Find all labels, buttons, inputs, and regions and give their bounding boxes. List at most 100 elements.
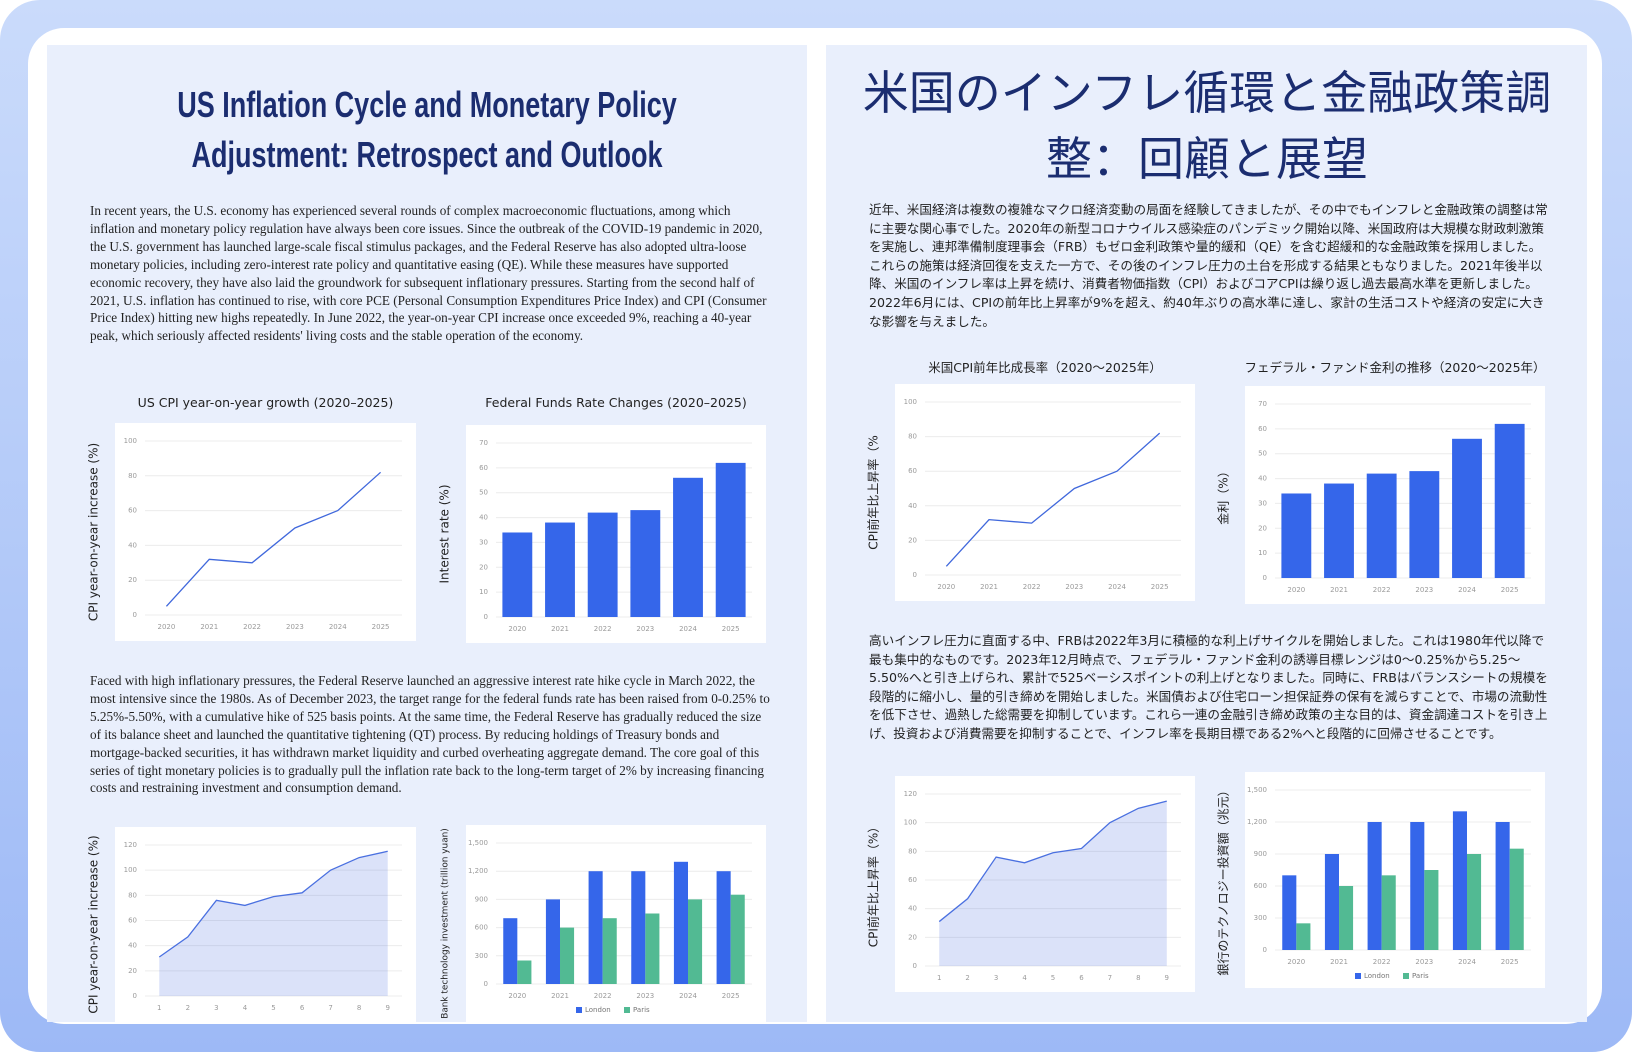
area (939, 801, 1167, 966)
x-tick-label: 5 (271, 1004, 275, 1012)
y-tick-label: 60 (908, 467, 917, 475)
y-tick-label: 20 (908, 933, 917, 941)
x-tick-label: 2023 (636, 992, 654, 1000)
chart-title: 米国CPI前年比成長率（2020～2025年） (928, 360, 1162, 375)
line (165, 471, 382, 607)
x-tick-label: 2025 (722, 625, 740, 633)
bar (545, 522, 575, 617)
y-tick-label: 0 (133, 992, 137, 1000)
x-tick-label: 2021 (200, 623, 218, 631)
y-tick-label: 1,200 (1247, 818, 1267, 826)
chart: CPI year-on-year increase (%) 0 20 40 60 80 10… (87, 827, 416, 1022)
paragraph: 近年、米国経済は複数の複雑なマクロ経済変動の局面を経験してきましたが、その中でも… (869, 202, 1548, 329)
x-tick-label: 2024 (1458, 586, 1476, 594)
y-tick-label: 40 (1258, 475, 1267, 483)
bar (730, 894, 745, 984)
y-tick-label: 100 (124, 866, 137, 874)
paragraph: 高いインフレ圧力に直面する中、FRBは2022年3月に積極的な利上げサイクルを開… (869, 633, 1548, 741)
y-tick-label: 600 (1254, 882, 1267, 890)
y-tick-label: 60 (908, 876, 917, 884)
legend-label: London (1364, 972, 1390, 980)
x-tick-label: 2020 (937, 583, 955, 591)
x-tick-label: 2022 (243, 623, 261, 631)
bar (673, 861, 688, 984)
x-tick-label: 2020 (1287, 958, 1305, 966)
chart-card (895, 776, 1195, 992)
x-tick-label: 2020 (1287, 586, 1305, 594)
x-tick-label: 3 (994, 974, 998, 982)
y-tick-label: 80 (908, 433, 917, 441)
x-tick-label: 2021 (551, 992, 569, 1000)
y-tick-label: 300 (1254, 914, 1267, 922)
x-tick-label: 6 (300, 1004, 305, 1012)
y-axis-label: 金利（%） (1216, 465, 1231, 524)
x-tick-label: 2024 (329, 623, 347, 631)
bar (560, 927, 575, 984)
y-tick-label: 900 (1254, 850, 1267, 858)
x-tick-label: 3 (214, 1004, 218, 1012)
bar (716, 871, 731, 984)
title: US Inflation Cycle and Monetary Policy A… (177, 84, 677, 175)
bar (1381, 875, 1396, 950)
bar (517, 960, 532, 984)
bar (1296, 923, 1311, 950)
y-tick-label: 60 (128, 917, 137, 925)
y-tick-label: 40 (479, 514, 488, 522)
legend-swatch (1403, 973, 1409, 979)
y-axis-label: Interest rate (%) (438, 484, 452, 583)
line (158, 850, 388, 958)
x-tick-label: 2025 (1501, 586, 1519, 594)
x-tick-label: 2025 (1151, 583, 1169, 591)
y-tick-label: 0 (1263, 946, 1267, 954)
bar (1452, 811, 1467, 950)
y-tick-label: 300 (475, 952, 488, 960)
bar (1467, 854, 1482, 950)
y-tick-label: 0 (484, 613, 488, 621)
y-tick-label: 20 (479, 563, 488, 571)
x-tick-label: 2025 (372, 623, 390, 631)
y-tick-label: 50 (1258, 450, 1267, 458)
bar (1339, 886, 1354, 950)
legend-label: London (585, 1006, 611, 1014)
y-axis-label: CPI前年比上昇率（%） (866, 821, 881, 948)
y-tick-label: 900 (475, 895, 488, 903)
chart: 銀行のテクノロジー投資額（兆元） 0 300 600 900 1,200 1,500 2020… (1216, 772, 1545, 988)
line (945, 432, 1161, 567)
x-tick-label: 7 (328, 1004, 332, 1012)
x-tick-label: 2022 (1023, 583, 1041, 591)
legend-swatch (576, 1007, 582, 1013)
x-tick-label: 9 (1165, 974, 1169, 982)
x-tick-label: 2020 (508, 625, 526, 633)
chart: 米国CPI前年比成長率（2020～2025年） CPI前年比上昇率（% 0 20 40 6… (866, 360, 1195, 601)
chart-card (115, 827, 416, 1022)
x-tick-label: 6 (1079, 974, 1084, 982)
title: 米国のインフレ循環と金融政策調整：回顧と展望 (862, 66, 1552, 186)
bar (715, 462, 746, 617)
x-tick-label: 2025 (722, 992, 740, 1000)
y-tick-label: 0 (1263, 574, 1267, 582)
y-tick-label: 10 (479, 588, 488, 596)
x-tick-label: 2021 (1330, 958, 1348, 966)
paragraph: Faced with high inflationary pressures, … (90, 673, 770, 796)
chart-title: US CPI year-on-year growth (2020–2025) (138, 395, 394, 410)
y-tick-label: 80 (128, 891, 137, 899)
y-tick-label: 40 (128, 541, 137, 549)
y-tick-label: 20 (908, 536, 917, 544)
y-tick-label: 120 (124, 841, 137, 849)
bar (545, 899, 560, 984)
legend-swatch (624, 1007, 630, 1013)
bar (645, 913, 660, 984)
x-tick-label: 2025 (1501, 958, 1519, 966)
x-tick-label: 2024 (679, 992, 697, 1000)
bar (1367, 822, 1382, 950)
y-tick-label: 60 (479, 464, 488, 472)
bar (1495, 822, 1510, 950)
x-tick-label: 2023 (1065, 583, 1083, 591)
legend-swatch (1355, 973, 1361, 979)
y-tick-label: 20 (128, 576, 137, 584)
chart-title: Federal Funds Rate Changes (2020–2025) (485, 395, 746, 410)
y-tick-label: 0 (913, 571, 917, 579)
y-tick-label: 20 (128, 967, 137, 975)
y-tick-label: 1,200 (468, 867, 488, 875)
x-tick-label: 2021 (551, 625, 569, 633)
